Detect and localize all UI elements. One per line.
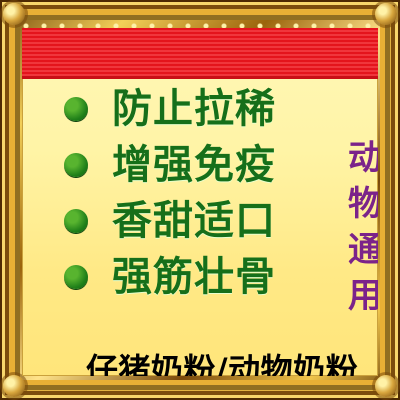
benefit-text: 增强免疫 — [112, 142, 276, 188]
vertical-char: 用 — [348, 276, 378, 316]
red-header-band — [22, 28, 378, 79]
vertical-char: 动 — [348, 138, 378, 178]
benefit-item: 增强免疫 — [56, 142, 296, 198]
vertical-char: 物 — [348, 184, 378, 224]
benefit-text: 防止拉稀 — [112, 86, 276, 132]
poster-panel: 防止拉稀 增强免疫 香甜适口 强筋壮骨 动物通用 仔猪奶粉/动物奶粉 — [22, 28, 378, 376]
product-title: 仔猪奶粉/动物奶粉 — [85, 351, 359, 376]
green-bullet-icon — [64, 265, 88, 289]
vertical-char: 通 — [348, 230, 378, 270]
benefit-item: 防止拉稀 — [56, 86, 296, 142]
corner-ornament-icon — [3, 375, 25, 397]
green-bullet-icon — [64, 97, 88, 121]
green-bullet-icon — [64, 153, 88, 177]
corner-ornament-icon — [375, 375, 397, 397]
corner-ornament-icon — [3, 3, 25, 25]
green-bullet-icon — [64, 209, 88, 233]
benefit-list: 防止拉稀 增强免疫 香甜适口 强筋壮骨 — [56, 86, 296, 310]
corner-ornament-icon — [375, 3, 397, 25]
benefit-text: 香甜适口 — [112, 198, 276, 244]
benefit-text: 强筋壮骨 — [112, 254, 276, 300]
vertical-side-text: 动物通用 — [348, 135, 378, 319]
benefit-item: 香甜适口 — [56, 198, 296, 254]
benefit-item: 强筋壮骨 — [56, 254, 296, 310]
